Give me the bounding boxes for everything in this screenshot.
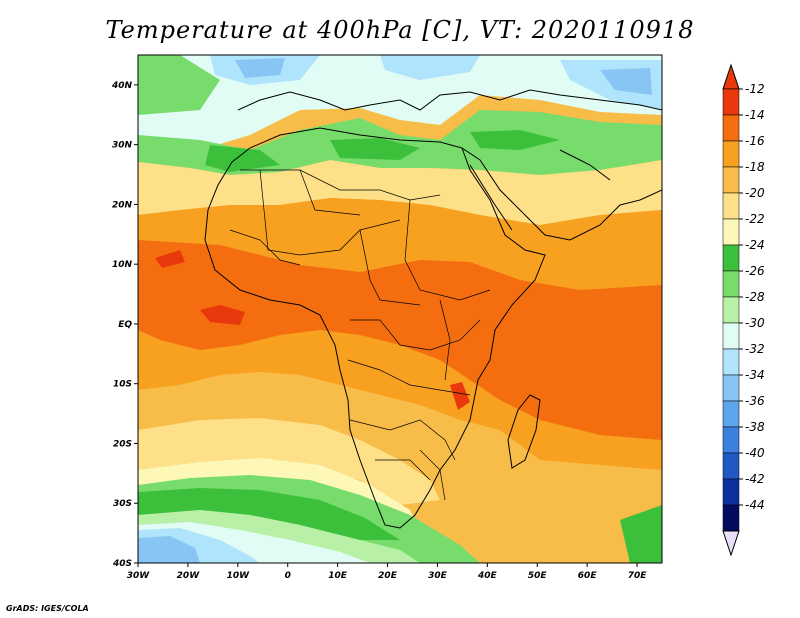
colorbar-level-label: -20	[745, 186, 765, 200]
colorbar-swatch	[722, 270, 740, 298]
lon-tick-label: 10W	[227, 571, 251, 581]
lon-tick-label: 60E	[578, 571, 598, 581]
lon-tick-label: 30W	[127, 571, 151, 581]
colorbar-level-label: -42	[745, 472, 765, 486]
colorbar-level-label: -30	[745, 316, 765, 330]
lat-tick-label: 40S	[112, 559, 132, 569]
colorbar-swatch	[722, 192, 740, 220]
lat-tick-label: 20N	[112, 200, 133, 210]
credit-text: GrADS: IGES/COLA	[6, 604, 89, 613]
contour-band-mediumblue-south	[138, 536, 200, 563]
colorbar-swatch	[722, 114, 740, 142]
lon-tick-label: 70E	[628, 571, 648, 581]
lon-tick-label: 0	[285, 571, 291, 581]
lon-tick-label: 20W	[177, 571, 201, 581]
colorbar-level-label: -34	[745, 368, 765, 382]
lat-tick-label: 10S	[113, 380, 132, 390]
lon-tick-label: 50E	[528, 571, 548, 581]
contour-band-darkgreen-south	[138, 488, 662, 563]
colorbar-swatch	[722, 166, 740, 194]
colorbar-level-label: -44	[745, 498, 765, 512]
colorbar-swatch	[722, 140, 740, 168]
map-title: Temperature at 400hPa [C], VT: 202011091…	[105, 16, 695, 44]
colorbar-swatch	[722, 348, 740, 376]
country-borders	[229, 169, 491, 501]
contour-band-deeporange	[138, 240, 662, 440]
colorbar-swatch	[722, 426, 740, 454]
colorbar-bottom-cap	[722, 530, 740, 557]
lat-tick-label: 20S	[113, 439, 132, 449]
colorbar-top-cap	[722, 63, 740, 90]
lat-tick-label: 40N	[111, 81, 133, 91]
coastlines	[204, 89, 662, 529]
colorbar-swatch	[722, 452, 740, 480]
red-sea	[469, 164, 513, 231]
persian-gulf	[559, 149, 611, 181]
colorbar-level-label: -38	[745, 420, 765, 434]
temperature-field	[138, 55, 662, 563]
lon-tick-label: 40E	[477, 571, 498, 581]
colorbar-swatch	[722, 218, 740, 246]
colorbar-swatch	[722, 322, 740, 350]
colorbar-swatch	[722, 478, 740, 506]
colorbar-level-label: -24	[745, 238, 765, 252]
colorbar-level-label: -28	[745, 290, 765, 304]
colorbar-swatch	[722, 244, 740, 272]
colorbar-level-label: -18	[745, 160, 765, 174]
colorbar-swatch	[722, 88, 740, 116]
colorbar-level-label: -22	[745, 212, 765, 226]
africa-coastline	[204, 127, 546, 529]
colorbar-swatch	[722, 504, 740, 532]
colorbar-level-label: -26	[745, 264, 765, 278]
colorbar-swatch	[722, 400, 740, 428]
lon-tick-label: 30E	[428, 571, 448, 581]
lon-tick-label: 10E	[328, 571, 348, 581]
colorbar-level-label: -36	[745, 394, 765, 408]
colorbar-level-label: -16	[745, 134, 765, 148]
lat-tick-label: EQ	[118, 320, 132, 330]
colorbar-swatch	[722, 374, 740, 402]
colorbar-swatch	[722, 296, 740, 324]
arabia-coast	[461, 147, 662, 241]
contour-band-darkgreen-north	[205, 130, 560, 172]
colorbar-level-label: -12	[745, 82, 765, 96]
colorbar-level-label: -14	[745, 108, 765, 122]
madagascar	[507, 394, 541, 469]
lat-tick-label: 30S	[113, 499, 132, 509]
plot-frame	[137, 54, 663, 564]
colorbar: -12 -14 -16 -18 -20 -22 -24 -26 -28 -30 -32 -34 -36 -…	[722, 63, 765, 557]
axis-ticks: 30W 20W 10W 0 10E 20E 30E 40E 50E 60E 70E 40N 30N 20N…	[111, 81, 647, 581]
colorbar-level-label: -40	[745, 446, 765, 460]
contour-band-lightorange-south	[138, 372, 662, 510]
lon-tick-label: 20E	[378, 571, 398, 581]
lat-tick-label: 30N	[112, 141, 133, 151]
contour-band-yellow-north	[138, 160, 662, 225]
europe-coast	[237, 89, 662, 111]
lat-tick-label: 10N	[112, 260, 133, 270]
colorbar-level-label: -32	[745, 342, 765, 356]
contour-band-mediumblue-north	[235, 58, 652, 95]
